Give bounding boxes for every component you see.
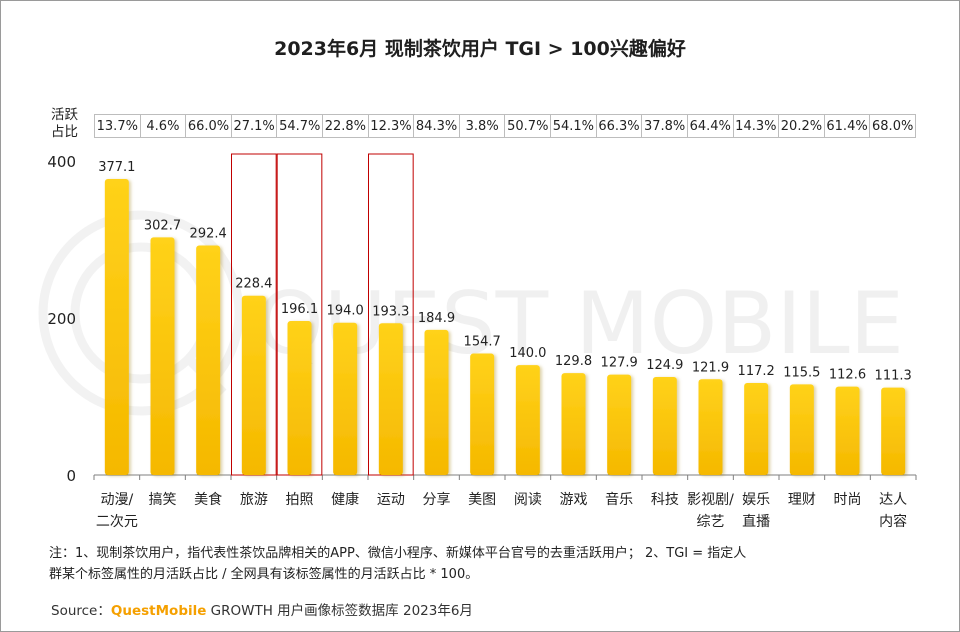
y-tick-label: 0 — [66, 467, 76, 485]
active-share-cell: 54.1% — [550, 114, 597, 138]
value-label: 117.2 — [738, 364, 775, 379]
category-label: 直播 — [742, 513, 770, 530]
category-label: 影视剧/ — [687, 492, 734, 508]
value-label: 124.9 — [646, 358, 683, 373]
active-share-cell: 12.3% — [367, 114, 415, 138]
category-label: 时尚 — [834, 492, 862, 508]
value-label: 121.9 — [692, 360, 729, 375]
category-label: 健康 — [331, 491, 359, 508]
value-label: 193.3 — [372, 304, 409, 319]
chart-title: 2023年6月 现制茶饮用户 TGI > 100兴趣偏好 — [274, 38, 686, 60]
footnote-line-1: 注：1、现制茶饮用户，指代表性茶饮品牌相关的APP、微信小程序、新媒体平台官号的… — [49, 546, 747, 561]
source-line: Source：QuestMobile GROWTH 用户画像标签数据库 2023… — [51, 599, 473, 619]
bar — [150, 237, 175, 475]
bar — [333, 322, 358, 475]
category-label: 达人 — [879, 492, 907, 508]
bar — [607, 374, 632, 475]
value-label: 228.4 — [235, 277, 272, 292]
active-share-cell: 66.3% — [595, 114, 643, 138]
category-label: 搞笑 — [149, 492, 177, 508]
category-label: 音乐 — [605, 491, 633, 508]
bar — [835, 386, 860, 475]
active-share-cell: 27.1% — [230, 114, 278, 138]
footnote: 注：1、现制茶饮用户，指代表性茶饮品牌相关的APP、微信小程序、新媒体平台官号的… — [49, 543, 909, 585]
category-label: 理财 — [788, 492, 816, 508]
active-share-cell: 61.4% — [823, 114, 871, 138]
bar — [698, 379, 723, 475]
category-label: 拍照 — [286, 492, 314, 508]
active-share-cell: 54.7% — [276, 114, 324, 138]
category-label: 娱乐 — [742, 492, 770, 508]
bar-chart: QUEST MOBILE 0 200 400 377.1 302.7 292.4 228.… — [38, 153, 917, 530]
value-label: 112.6 — [829, 368, 866, 383]
active-share-cell: 14.3% — [732, 114, 780, 138]
active-share-row: 13.7% 4.6% 66.0% 27.1% 54.7% 22.8% 12.3% 84.3% 3… — [94, 114, 916, 138]
value-label: 115.5 — [783, 365, 820, 380]
active-share-cell: 37.8% — [641, 114, 688, 138]
value-label: 129.8 — [555, 354, 592, 369]
category-label: 综艺 — [697, 514, 725, 530]
bars — [104, 178, 906, 475]
value-label: 154.7 — [464, 335, 501, 350]
y-tick-label: 400 — [47, 153, 76, 171]
category-label: 游戏 — [560, 492, 588, 508]
bar — [561, 373, 586, 475]
bar — [652, 376, 677, 475]
category-label: 科技 — [651, 492, 679, 508]
category-label: 运动 — [377, 492, 405, 508]
value-label: 292.4 — [190, 226, 227, 241]
value-label: 302.7 — [144, 218, 181, 233]
category-label: 美图 — [468, 492, 496, 508]
y-tick-label: 200 — [47, 310, 76, 328]
value-labels: 377.1 302.7 292.4 228.4 196.1 194.0 193.3 184.9… — [98, 160, 912, 384]
active-share-cell: 3.8% — [458, 114, 506, 138]
bar — [744, 382, 769, 475]
category-label: 内容 — [879, 513, 907, 530]
category-label: 阅读 — [514, 491, 542, 508]
active-share-cell: 68.0% — [869, 114, 916, 138]
bar — [881, 387, 906, 475]
bar — [196, 245, 221, 475]
footnote-line-2: 群某个标签属性的月活跃占比 / 全网具有该标签属性的月活跃占比 * 100。 — [49, 567, 479, 582]
active-share-cell: 84.3% — [413, 114, 460, 138]
bar — [104, 178, 129, 475]
active-share-cell: 22.8% — [322, 114, 369, 138]
source-suffix: GROWTH 用户画像标签数据库 2023年6月 — [206, 603, 473, 619]
active-share-cell: 20.2% — [778, 114, 825, 138]
source-prefix: Source： — [51, 603, 111, 619]
bar — [241, 295, 266, 475]
value-label: 127.9 — [601, 356, 638, 371]
value-label: 140.0 — [509, 346, 546, 361]
bar — [515, 365, 540, 475]
watermark-text: QUEST MOBILE — [256, 274, 904, 374]
value-label: 184.9 — [418, 311, 455, 326]
bar — [287, 321, 312, 475]
value-label: 377.1 — [98, 160, 135, 175]
bar — [470, 353, 495, 475]
category-label: 动漫/ — [100, 492, 133, 508]
bar — [789, 384, 814, 475]
category-label: 二次元 — [96, 514, 138, 530]
category-label: 分享 — [423, 491, 451, 508]
bar — [424, 329, 449, 475]
value-label: 111.3 — [875, 369, 912, 384]
active-share-label: 活跃占比 — [51, 107, 78, 140]
category-label: 美食 — [194, 491, 222, 508]
active-share-table: 13.7% 4.6% 66.0% 27.1% 54.7% 22.8% 12.3% 84.3% 3… — [94, 114, 916, 138]
active-share-cell: 50.7% — [504, 114, 552, 138]
active-share-cell: 4.6% — [139, 114, 187, 138]
bar — [378, 323, 403, 475]
category-label: 旅游 — [240, 492, 268, 508]
watermark: QUEST MOBILE — [38, 210, 904, 416]
value-label: 196.1 — [281, 302, 318, 317]
source-brand: QuestMobile — [110, 603, 207, 619]
value-label: 194.0 — [327, 304, 364, 319]
